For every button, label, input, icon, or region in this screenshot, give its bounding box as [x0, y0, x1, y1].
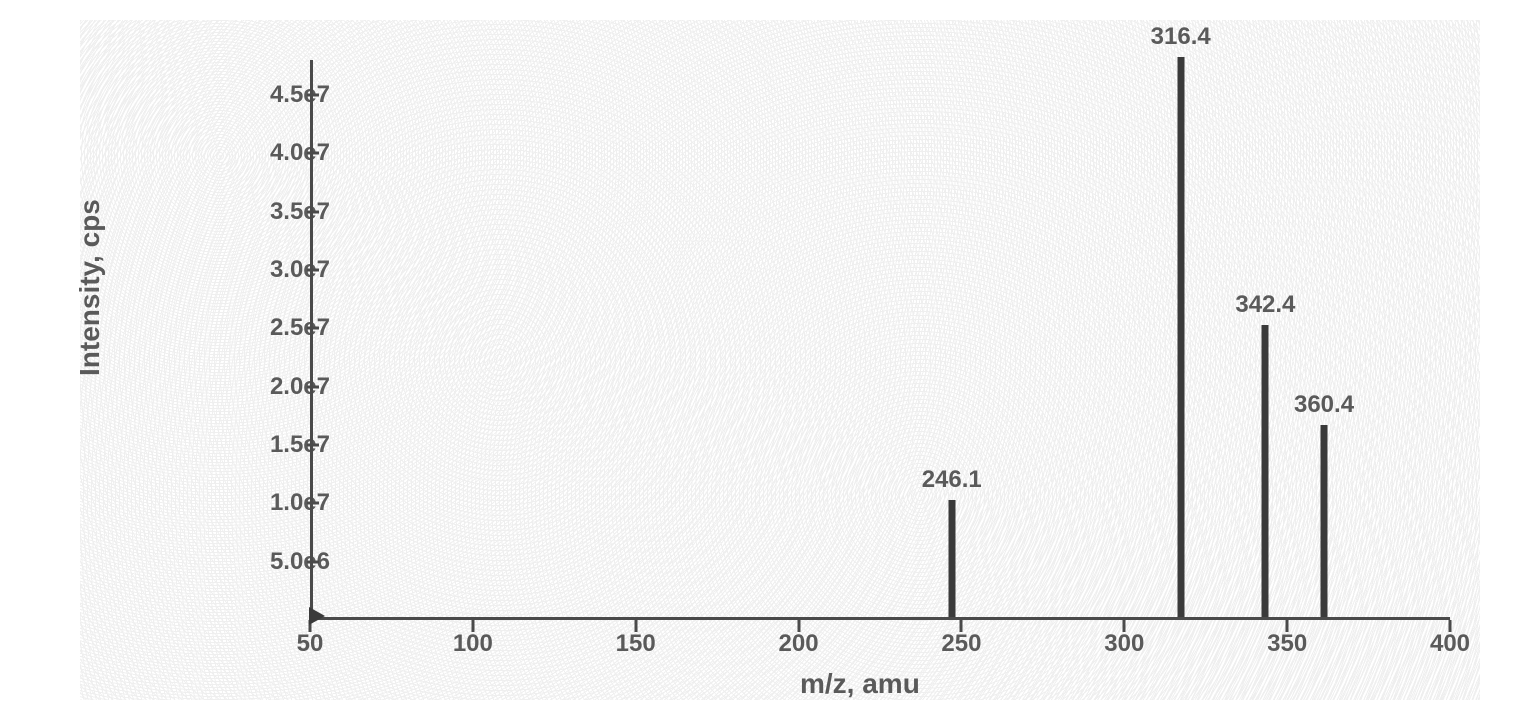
spectrum-peak [1177, 57, 1184, 617]
x-tick-label: 150 [616, 630, 656, 658]
spectrum-peak [1321, 425, 1328, 618]
x-tick-label: 300 [1104, 630, 1144, 658]
plot-area: 246.1316.4342.4360.4 [310, 60, 1450, 620]
peak-label: 360.4 [1294, 391, 1354, 419]
x-tick-label: 200 [779, 630, 819, 658]
peak-label: 316.4 [1151, 23, 1211, 51]
origin-marker-icon [309, 607, 325, 625]
x-tick-mark [1123, 620, 1126, 632]
x-tick-mark [960, 620, 963, 632]
x-tick-mark [471, 620, 474, 632]
y-axis-label: Intensity, cps [74, 199, 106, 376]
spectrum-peak [948, 500, 955, 617]
mass-spectrum-chart: Intensity, cps m/z, amu 5.0e61.0e71.5e72… [80, 20, 1480, 700]
x-tick-label: 250 [941, 630, 981, 658]
x-tick-label: 50 [297, 630, 324, 658]
spectrum-peak [1262, 325, 1269, 617]
x-axis-label: m/z, amu [800, 668, 920, 700]
x-tick-label: 100 [453, 630, 493, 658]
x-tick-mark [634, 620, 637, 632]
peak-label: 246.1 [922, 466, 982, 494]
x-tick-mark [797, 620, 800, 632]
x-tick-label: 400 [1430, 630, 1470, 658]
x-tick-label: 350 [1267, 630, 1307, 658]
x-tick-mark [1286, 620, 1289, 632]
peak-label: 342.4 [1235, 291, 1295, 319]
x-tick-mark [1449, 620, 1452, 632]
